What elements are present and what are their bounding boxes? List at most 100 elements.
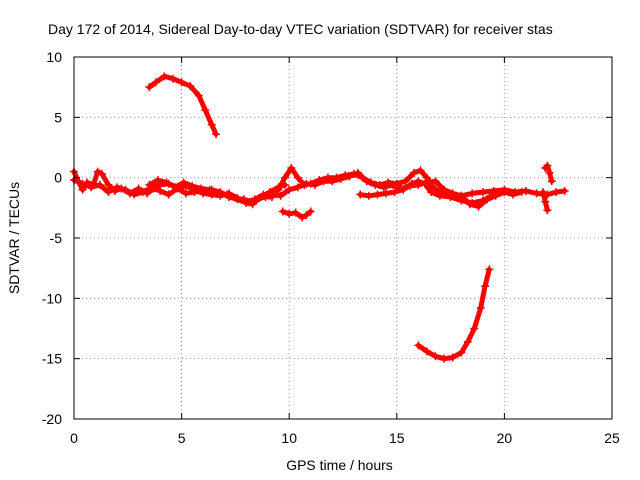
series-track-main-a (70, 164, 569, 209)
data-point (457, 348, 466, 357)
series-track-22h-low (539, 188, 552, 215)
data-point (181, 189, 190, 198)
data-point (362, 177, 371, 186)
x-axis-label: GPS time / hours (286, 457, 393, 473)
grid-lines (74, 57, 612, 419)
data-point (543, 206, 552, 215)
axes (73, 56, 613, 420)
data-point (470, 324, 479, 333)
data-point (407, 179, 416, 188)
data-point (285, 209, 294, 218)
data-point (420, 179, 429, 188)
data-point (356, 190, 365, 199)
data-point (431, 177, 440, 186)
data-point (291, 208, 300, 217)
data-point (93, 167, 102, 176)
data-point (440, 185, 449, 194)
data-point (427, 188, 436, 197)
data-point (388, 180, 397, 189)
data-point (153, 176, 162, 185)
data-point (207, 120, 216, 129)
data-point (446, 192, 455, 201)
data-point (463, 337, 472, 346)
data-point (500, 188, 509, 197)
data-point (87, 183, 96, 192)
data-point (162, 178, 171, 187)
y-tick-label: 10 (46, 49, 62, 65)
data-point (298, 213, 307, 222)
data-point (287, 164, 296, 173)
data-point (188, 182, 197, 191)
data-point (431, 352, 440, 361)
data-point (371, 180, 380, 189)
data-point (280, 173, 289, 182)
data-point (138, 188, 147, 197)
data-point (201, 106, 210, 115)
x-tick-label: 15 (389, 430, 405, 446)
data-point (78, 179, 87, 188)
data-point (489, 190, 498, 199)
data-point (435, 191, 444, 200)
data-point (248, 197, 257, 206)
data-point (278, 207, 287, 216)
data-series (70, 72, 569, 363)
data-point (222, 190, 231, 199)
data-point (196, 184, 205, 193)
series-track-22h (541, 161, 556, 186)
data-point (440, 354, 449, 363)
data-point (560, 186, 569, 195)
series-track-early-high (145, 72, 221, 139)
data-point (186, 81, 195, 90)
data-point (429, 183, 438, 192)
data-point (302, 211, 311, 220)
data-point (481, 282, 490, 291)
x-tick-label: 25 (604, 430, 620, 446)
series-track-main-c (145, 176, 289, 206)
data-point (373, 190, 382, 199)
data-point (354, 168, 363, 177)
data-point (545, 168, 554, 177)
data-point (509, 190, 518, 199)
data-point (468, 199, 477, 208)
data-point (478, 188, 487, 197)
data-point (319, 177, 328, 186)
data-point (541, 197, 550, 206)
data-point (311, 180, 320, 189)
data-point (212, 130, 221, 139)
data-point (547, 177, 556, 186)
data-point (151, 78, 160, 87)
data-point (214, 189, 223, 198)
y-tick-label: 0 (54, 170, 62, 186)
data-point (552, 188, 561, 197)
data-point (382, 189, 391, 198)
data-point (171, 183, 180, 192)
data-point (276, 191, 285, 200)
data-point (414, 341, 423, 350)
data-point (543, 161, 552, 170)
y-tick-label: 5 (54, 109, 62, 125)
y-axis-label: SDTVAR / TECUs (6, 182, 22, 294)
data-point (302, 179, 311, 188)
data-point (179, 178, 188, 187)
data-point (414, 177, 423, 186)
data-point (97, 170, 106, 179)
data-point (274, 183, 283, 192)
series-track-deep-low (414, 265, 494, 363)
series-track-dip-10h (278, 207, 315, 222)
data-point (145, 180, 154, 189)
data-point (164, 190, 173, 199)
data-point (448, 353, 457, 362)
series-line (542, 163, 555, 184)
data-point (293, 183, 302, 192)
data-point (130, 190, 139, 199)
data-point (399, 185, 408, 194)
data-point (280, 180, 289, 189)
x-tick-label: 0 (70, 430, 78, 446)
data-point (390, 188, 399, 197)
data-point (293, 173, 302, 182)
data-point (194, 91, 203, 100)
data-point (168, 74, 177, 83)
data-point (416, 166, 425, 175)
y-tick-label: -15 (42, 351, 62, 367)
